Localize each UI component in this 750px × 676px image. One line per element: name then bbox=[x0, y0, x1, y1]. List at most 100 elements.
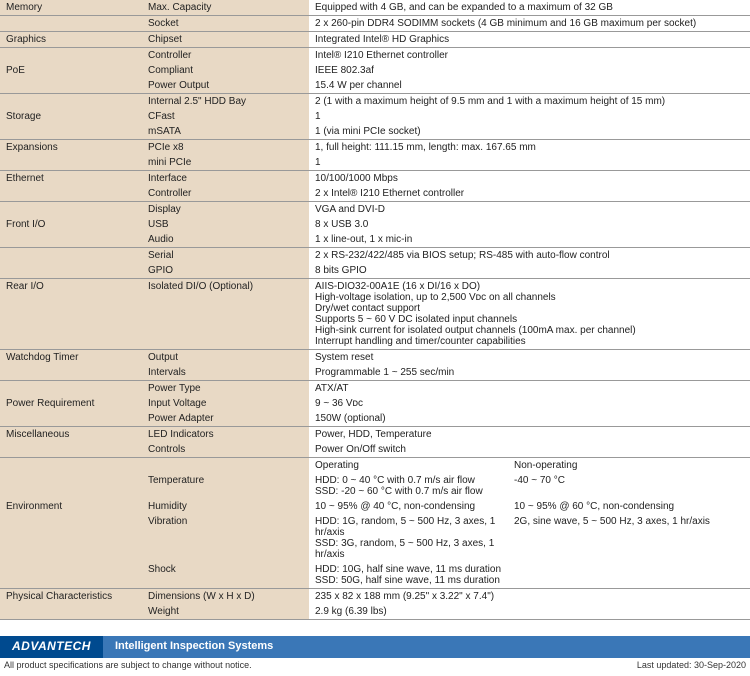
value-cell: Integrated Intel® HD Graphics bbox=[309, 32, 750, 48]
value-cell: 2.9 kg (6.39 lbs) bbox=[309, 604, 750, 620]
subcategory-cell: Display bbox=[142, 202, 309, 218]
category-cell: Memory bbox=[0, 0, 142, 16]
category-cell: Watchdog Timer bbox=[0, 350, 142, 366]
subcategory-cell: Max. Capacity bbox=[142, 0, 309, 16]
category-cell bbox=[0, 562, 142, 589]
value-cell bbox=[508, 562, 750, 589]
subcategory-cell: Audio bbox=[142, 232, 309, 248]
subcategory-cell: Weight bbox=[142, 604, 309, 620]
subcategory-cell: Chipset bbox=[142, 32, 309, 48]
category-cell bbox=[0, 186, 142, 202]
category-cell bbox=[0, 124, 142, 140]
value-cell: 1 (via mini PCIe socket) bbox=[309, 124, 750, 140]
disclaimer-text: All product specifications are subject t… bbox=[4, 660, 252, 670]
env-header-nonoperating: Non-operating bbox=[508, 458, 750, 474]
brand-logo: ADVANTECH bbox=[0, 636, 103, 658]
value-cell: Intel® I210 Ethernet controller bbox=[309, 48, 750, 64]
value-cell: 9 ~ 36 Vᴅᴄ bbox=[309, 396, 750, 411]
value-cell: 10 ~ 95% @ 60 °C, non-condensing bbox=[508, 499, 750, 514]
spec-table: MemoryMax. CapacityEquipped with 4 GB, a… bbox=[0, 0, 750, 620]
category-cell bbox=[0, 248, 142, 264]
subcategory-cell: Isolated DI/O (Optional) bbox=[142, 279, 309, 350]
category-cell: Graphics bbox=[0, 32, 142, 48]
category-cell bbox=[0, 155, 142, 171]
value-cell: 2 x 260-pin DDR4 SODIMM sockets (4 GB mi… bbox=[309, 16, 750, 32]
category-cell bbox=[0, 16, 142, 32]
value-cell: 1, full height: 111.15 mm, length: max. … bbox=[309, 140, 750, 156]
value-cell: 10 ~ 95% @ 40 °C, non-condensing bbox=[309, 499, 508, 514]
value-cell: ATX/AT bbox=[309, 381, 750, 397]
value-cell: 1 x line-out, 1 x mic-in bbox=[309, 232, 750, 248]
category-cell bbox=[0, 411, 142, 427]
subcategory-cell: Humidity bbox=[142, 499, 309, 514]
value-cell: -40 ~ 70 °C bbox=[508, 473, 750, 499]
value-cell: AIIS-DIO32-00A1E (16 x DI/16 x DO)High-v… bbox=[309, 279, 750, 350]
subcategory-cell: LED Indicators bbox=[142, 427, 309, 443]
subcategory-cell: mini PCIe bbox=[142, 155, 309, 171]
category-cell bbox=[0, 604, 142, 620]
value-cell: Equipped with 4 GB, and can be expanded … bbox=[309, 0, 750, 16]
subcategory-cell bbox=[142, 458, 309, 474]
value-cell: 10/100/1000 Mbps bbox=[309, 171, 750, 187]
value-cell: IEEE 802.3af bbox=[309, 63, 750, 78]
value-cell: 2 (1 with a maximum height of 9.5 mm and… bbox=[309, 94, 750, 110]
value-cell: VGA and DVI-D bbox=[309, 202, 750, 218]
category-cell bbox=[0, 202, 142, 218]
value-cell: 8 x USB 3.0 bbox=[309, 217, 750, 232]
subcategory-cell: Output bbox=[142, 350, 309, 366]
subcategory-cell: CFast bbox=[142, 109, 309, 124]
value-cell: 1 bbox=[309, 155, 750, 171]
category-cell bbox=[0, 94, 142, 110]
category-cell bbox=[0, 473, 142, 499]
env-header-operating: Operating bbox=[309, 458, 508, 474]
value-cell: 2 x Intel® I210 Ethernet controller bbox=[309, 186, 750, 202]
subcategory-cell: USB bbox=[142, 217, 309, 232]
category-cell bbox=[0, 381, 142, 397]
category-cell: Ethernet bbox=[0, 171, 142, 187]
category-cell: Miscellaneous bbox=[0, 427, 142, 443]
subcategory-cell: Power Adapter bbox=[142, 411, 309, 427]
category-cell: PoE bbox=[0, 63, 142, 78]
subcategory-cell: Power Output bbox=[142, 78, 309, 94]
updated-text: Last updated: 30-Sep-2020 bbox=[637, 660, 746, 670]
value-cell: 150W (optional) bbox=[309, 411, 750, 427]
category-cell bbox=[0, 458, 142, 474]
value-cell: Programmable 1 ~ 255 sec/min bbox=[309, 365, 750, 381]
category-cell bbox=[0, 514, 142, 562]
category-cell: Rear I/O bbox=[0, 279, 142, 350]
footer-bar: ADVANTECH Intelligent Inspection Systems bbox=[0, 636, 750, 658]
value-cell: HDD: 10G, half sine wave, 11 ms duration… bbox=[309, 562, 508, 589]
value-cell: 2 x RS-232/422/485 via BIOS setup; RS-48… bbox=[309, 248, 750, 264]
subcategory-cell: Compliant bbox=[142, 63, 309, 78]
subcategory-cell: Vibration bbox=[142, 514, 309, 562]
value-cell: 15.4 W per channel bbox=[309, 78, 750, 94]
category-cell: Environment bbox=[0, 499, 142, 514]
footer-title: Intelligent Inspection Systems bbox=[103, 636, 750, 658]
category-cell: Expansions bbox=[0, 140, 142, 156]
subcategory-cell: GPIO bbox=[142, 263, 309, 279]
subcategory-cell: Internal 2.5" HDD Bay bbox=[142, 94, 309, 110]
category-cell bbox=[0, 263, 142, 279]
category-cell bbox=[0, 365, 142, 381]
category-cell bbox=[0, 232, 142, 248]
category-cell bbox=[0, 442, 142, 458]
category-cell bbox=[0, 48, 142, 64]
category-cell: Storage bbox=[0, 109, 142, 124]
value-cell: Power On/Off switch bbox=[309, 442, 750, 458]
value-cell: 2G, sine wave, 5 ~ 500 Hz, 3 axes, 1 hr/… bbox=[508, 514, 750, 562]
subcategory-cell: Controller bbox=[142, 48, 309, 64]
value-cell: Power, HDD, Temperature bbox=[309, 427, 750, 443]
category-cell: Power Requirement bbox=[0, 396, 142, 411]
subcategory-cell: Controls bbox=[142, 442, 309, 458]
subcategory-cell: Shock bbox=[142, 562, 309, 589]
subcategory-cell: PCIe x8 bbox=[142, 140, 309, 156]
subcategory-cell: Input Voltage bbox=[142, 396, 309, 411]
value-cell: 8 bits GPIO bbox=[309, 263, 750, 279]
category-cell: Front I/O bbox=[0, 217, 142, 232]
subcategory-cell: Socket bbox=[142, 16, 309, 32]
footer-note: All product specifications are subject t… bbox=[0, 658, 750, 676]
value-cell: HDD: 1G, random, 5 ~ 500 Hz, 3 axes, 1 h… bbox=[309, 514, 508, 562]
subcategory-cell: Temperature bbox=[142, 473, 309, 499]
value-cell: 1 bbox=[309, 109, 750, 124]
value-cell: HDD: 0 ~ 40 °C with 0.7 m/s air flowSSD:… bbox=[309, 473, 508, 499]
